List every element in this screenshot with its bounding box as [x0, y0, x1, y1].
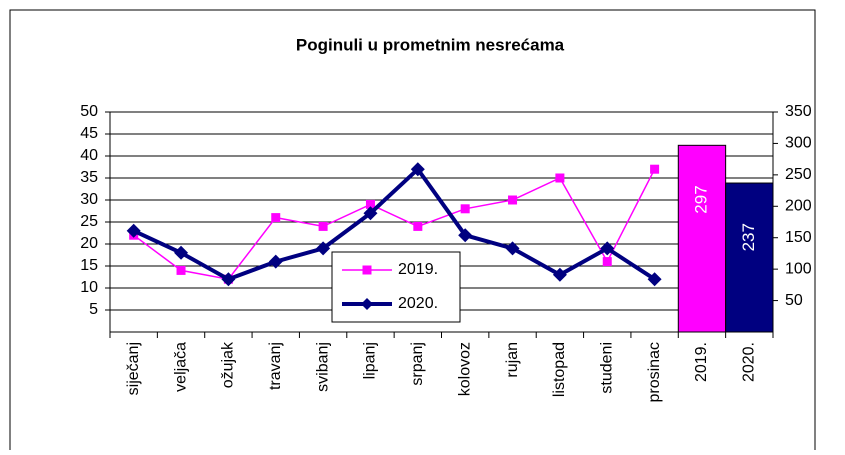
marker	[271, 213, 281, 223]
marker	[176, 265, 186, 275]
chart-frame	[9, 9, 816, 450]
y2-tick-label: 300	[785, 135, 812, 152]
marker	[221, 272, 236, 287]
y-tick-label: 45	[80, 125, 98, 142]
x-tick-label: siječanj	[125, 342, 142, 395]
line	[133, 168, 656, 281]
y-tick-label: 10	[80, 279, 98, 296]
x-tick-label: prosinac	[646, 342, 663, 402]
y2-tick-label: 50	[785, 292, 803, 309]
marker	[126, 223, 141, 238]
x-tick-label: rujan	[504, 342, 521, 378]
bar-value-label: 237	[739, 223, 758, 251]
legend-label: 2020.	[398, 295, 438, 312]
y-tick-label: 50	[80, 103, 98, 120]
x-tick-label: srpanj	[409, 342, 426, 386]
x-tick-label: listopad	[551, 342, 568, 397]
y2-tick-label: 100	[785, 260, 812, 277]
x-tick-label: ožujak	[220, 341, 237, 388]
line	[132, 166, 656, 282]
y-tick-label: 25	[80, 213, 98, 230]
marker	[650, 164, 660, 174]
marker	[413, 221, 423, 231]
chart-title: Poginuli u prometnim nesrećama	[296, 35, 565, 54]
marker	[365, 199, 375, 209]
marker	[600, 241, 615, 256]
x-tick-label: kolovoz	[456, 342, 473, 396]
y-tick-label: 30	[80, 191, 98, 208]
y-tick-label: 40	[80, 147, 98, 164]
marker	[552, 267, 567, 282]
legend-marker	[361, 298, 373, 310]
marker	[647, 272, 662, 287]
marker	[458, 228, 473, 243]
y-tick-label: 15	[80, 257, 98, 274]
marker	[505, 241, 520, 256]
marker	[602, 257, 612, 267]
marker	[508, 195, 518, 205]
legend: 2019. 2020.	[331, 251, 461, 323]
marker	[555, 173, 565, 183]
bar-value-label: 297	[691, 185, 710, 213]
bar	[677, 144, 727, 333]
y-tick-label: 20	[80, 235, 98, 252]
y-tick-label: 5	[89, 301, 98, 318]
marker	[410, 162, 425, 177]
bar	[725, 182, 774, 333]
x-tick-label: lipanj	[362, 342, 379, 379]
legend-box	[331, 251, 461, 323]
y-tick-label: 35	[80, 169, 98, 186]
x-tick-label: studeni	[598, 342, 615, 394]
y2-tick-label: 350	[785, 103, 812, 120]
marker	[318, 221, 328, 231]
marker	[174, 245, 189, 260]
marker	[316, 241, 331, 256]
marker	[268, 254, 283, 269]
legend-label: 2019.	[398, 261, 438, 278]
x-tick-label: 2020.	[741, 342, 758, 382]
y2-tick-label: 200	[785, 198, 812, 215]
x-tick-label: svibanj	[314, 342, 331, 392]
x-tick-label: 2019.	[693, 342, 710, 382]
marker	[363, 206, 378, 221]
y2-tick-label: 150	[785, 229, 812, 246]
y2-tick-label: 250	[785, 166, 812, 183]
legend-marker	[362, 265, 372, 275]
x-tick-label: veljača	[172, 342, 189, 392]
x-tick-label: travanj	[267, 342, 284, 390]
marker	[460, 204, 470, 214]
